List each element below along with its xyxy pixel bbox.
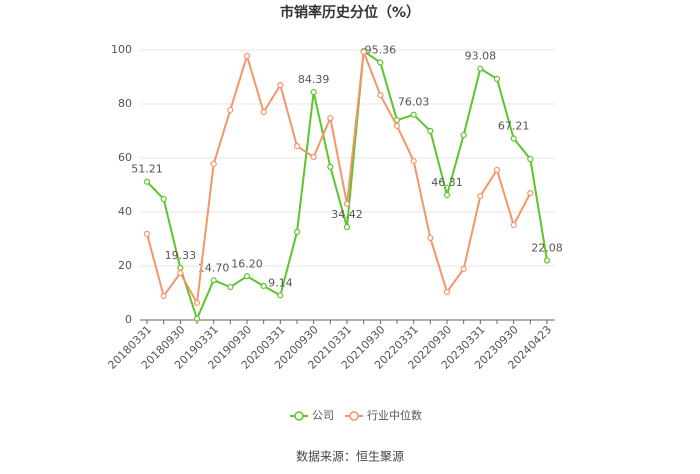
point — [343, 200, 351, 207]
point — [193, 315, 201, 322]
point — [327, 163, 334, 171]
chart-title: 市销率历史分位（%） — [280, 4, 420, 21]
y-tick-label: 0 — [125, 313, 132, 326]
point — [510, 135, 517, 142]
data-label: 93.08 — [465, 50, 497, 63]
point — [260, 108, 267, 116]
point — [360, 48, 367, 55]
point — [293, 143, 301, 150]
y-tick-label: 100 — [111, 43, 132, 56]
point — [243, 52, 251, 60]
point — [143, 230, 151, 237]
series-line — [146, 51, 532, 307]
point — [493, 166, 501, 173]
point — [277, 292, 284, 299]
legend-marker — [294, 411, 304, 421]
point — [527, 190, 534, 197]
point — [493, 75, 501, 82]
point — [477, 65, 484, 72]
legend-label: 行业中位数 — [367, 408, 422, 422]
point — [277, 81, 284, 89]
data-label: 34.42 — [331, 208, 363, 221]
y-tick-label: 40 — [118, 205, 132, 218]
data-label: 67.21 — [498, 120, 530, 133]
y-tick-label: 20 — [118, 259, 132, 272]
point — [327, 114, 334, 122]
point — [193, 299, 201, 307]
point — [293, 228, 301, 236]
point — [427, 127, 434, 135]
point — [310, 89, 317, 96]
source: 数据来源：恒生聚源 — [296, 449, 404, 464]
point — [393, 122, 401, 129]
point — [443, 288, 451, 296]
data-label: 9.14 — [268, 276, 293, 289]
point — [427, 234, 434, 242]
point — [443, 191, 451, 199]
point — [543, 257, 551, 264]
data-label: 76.03 — [398, 96, 430, 109]
legend-label: 公司 — [312, 409, 334, 422]
y-tick-label: 60 — [118, 151, 132, 164]
data-label: 46.31 — [431, 176, 463, 189]
point — [260, 282, 267, 290]
data-label: 51.21 — [131, 163, 163, 176]
point — [227, 283, 234, 291]
data-label: 95.36 — [365, 44, 397, 57]
point — [377, 59, 384, 66]
point — [210, 160, 217, 168]
point — [177, 269, 184, 277]
point — [410, 111, 417, 118]
point — [460, 265, 467, 273]
point — [160, 195, 167, 203]
point — [243, 273, 251, 280]
point — [343, 223, 351, 231]
point — [210, 277, 217, 284]
data-label: 19.33 — [165, 249, 197, 262]
point — [460, 131, 467, 139]
point — [377, 91, 384, 99]
point — [177, 264, 184, 271]
point — [143, 178, 151, 185]
data-label: 84.39 — [298, 73, 330, 86]
point — [410, 157, 417, 165]
data-label: 16.20 — [231, 257, 263, 270]
y-tick-label: 80 — [118, 97, 132, 110]
point — [510, 221, 517, 229]
point — [527, 155, 534, 163]
point — [477, 192, 484, 200]
point — [160, 292, 167, 300]
point — [310, 153, 317, 161]
data-label: 22.08 — [531, 241, 563, 254]
point — [227, 106, 234, 114]
legend-marker — [349, 411, 359, 421]
data-label: 14.70 — [198, 261, 230, 274]
